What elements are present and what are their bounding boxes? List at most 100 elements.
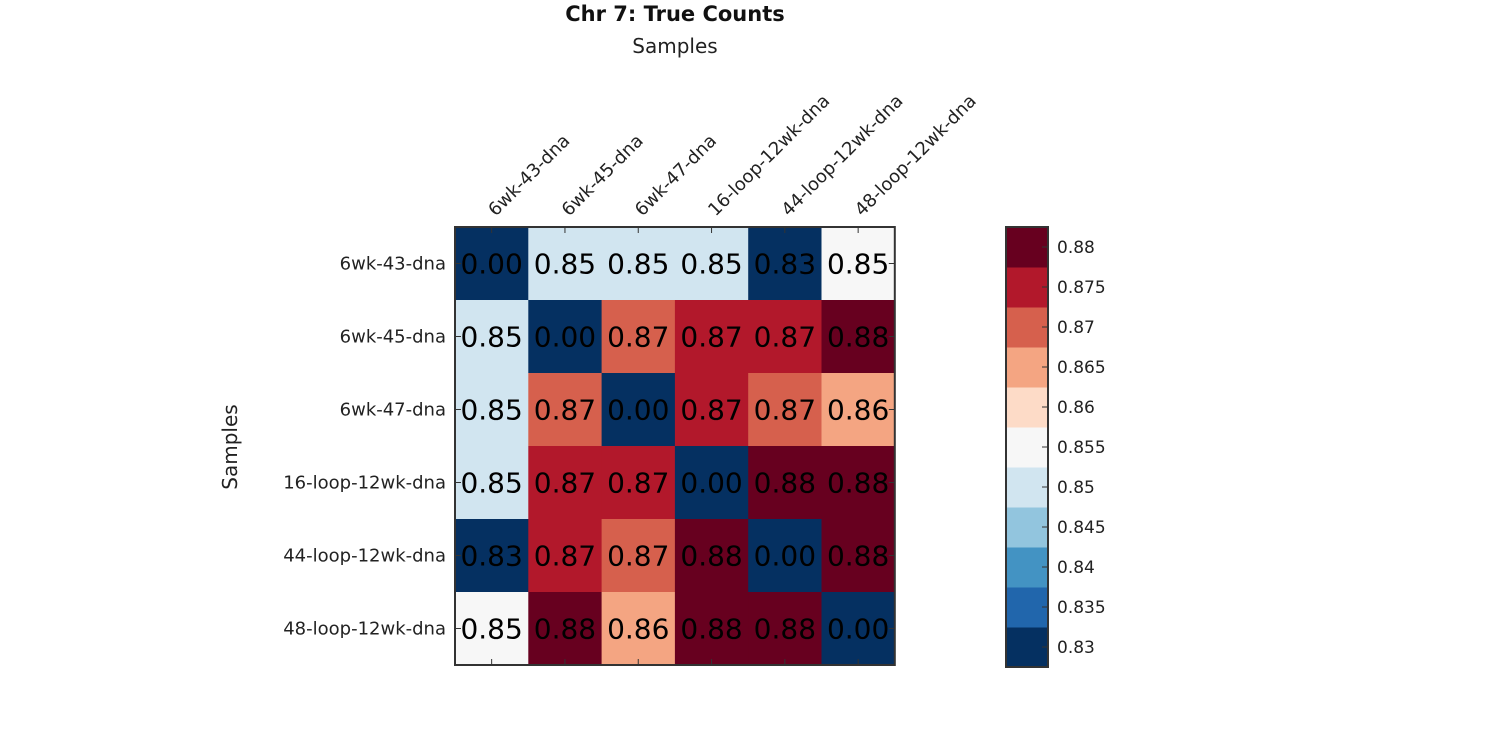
colorbar: 0.83 0.835 0.84 0.845 0.85 0.855 0.86 0.865 0.87… [1005, 226, 1106, 668]
heatmap-cell [528, 227, 603, 301]
colorbar-segment [1006, 587, 1048, 628]
heatmap-cell [601, 373, 676, 447]
heatmap-cell [748, 519, 823, 593]
heatmap-cell [674, 446, 749, 520]
cell-value-label: 0.86 [827, 394, 889, 427]
chart-title: Chr 7: True Counts [565, 2, 785, 26]
cell-value-label: 0.87 [607, 467, 669, 500]
cell-value-label: 0.88 [827, 540, 889, 573]
cell-value-label: 0.00 [534, 321, 596, 354]
heatmap-cell [528, 446, 603, 520]
heatmap-cell [601, 300, 676, 374]
cell-value-label: 0.88 [754, 467, 816, 500]
heatmap-cell [455, 227, 529, 301]
colorbar-segment [1006, 427, 1048, 468]
cell-value-label: 0.87 [607, 540, 669, 573]
cell-value-label: 0.00 [680, 467, 742, 500]
cell-value-label: 0.88 [754, 613, 816, 646]
colorbar-tick-label: 0.85 [1057, 478, 1095, 498]
cell-value-label: 0.87 [534, 540, 596, 573]
heatmap-cell [674, 519, 749, 593]
heatmap-cell [674, 373, 749, 447]
heatmap-cell [821, 300, 896, 374]
colorbar-tick-label: 0.835 [1057, 598, 1106, 618]
cell-value-label: 0.87 [754, 321, 816, 354]
heatmap-cell [601, 592, 676, 666]
cell-value-label: 0.88 [534, 613, 596, 646]
cell-value-label: 0.87 [534, 394, 596, 427]
colorbar-segment [1006, 227, 1048, 268]
cell-value-label: 0.83 [754, 248, 816, 281]
heatmap-cell [455, 519, 529, 593]
heatmap-cell [821, 373, 896, 447]
heatmap-cell [601, 227, 676, 301]
cell-value-label: 0.88 [827, 321, 889, 354]
heatmap-cell [455, 446, 529, 520]
cell-value-label: 0.85 [534, 248, 596, 281]
heatmap-cell-labels: 0.00 0.85 0.85 0.85 0.83 0.85 0.85 0.00 0.87 0.87… [460, 248, 889, 646]
heatmap-cell [528, 519, 603, 593]
colorbar-segment [1006, 467, 1048, 508]
colorbar-segment [1006, 267, 1048, 308]
colorbar-tick-label: 0.87 [1057, 318, 1095, 338]
cell-value-label: 0.86 [607, 613, 669, 646]
cell-value-label: 0.85 [680, 248, 742, 281]
heatmap-cell [528, 300, 603, 374]
y-tick-label: 48-loop-12wk-dna [283, 619, 446, 640]
cell-value-label: 0.88 [827, 467, 889, 500]
colorbar-tick-label: 0.875 [1057, 278, 1106, 298]
colorbar-segment [1006, 627, 1048, 668]
cell-value-label: 0.00 [607, 394, 669, 427]
cell-value-label: 0.87 [534, 467, 596, 500]
x-tick-label: 48-loop-12wk-dna [851, 91, 981, 221]
heatmap-cell [528, 592, 603, 666]
heatmap-cell [455, 592, 529, 666]
cell-value-label: 0.85 [460, 394, 522, 427]
y-tick-label: 6wk-45-dna [340, 327, 446, 348]
colorbar-segment [1006, 507, 1048, 548]
colorbar-segment [1006, 347, 1048, 388]
heatmap-cell [748, 446, 823, 520]
heatmap-cell [748, 592, 823, 666]
cell-value-label: 0.87 [680, 394, 742, 427]
cell-value-label: 0.00 [460, 248, 522, 281]
colorbar-segment [1006, 547, 1048, 588]
x-axis-title: Samples [632, 34, 717, 58]
cell-value-label: 0.85 [460, 613, 522, 646]
cell-value-label: 0.85 [827, 248, 889, 281]
heatmap-cell [748, 300, 823, 374]
cell-value-label: 0.88 [680, 540, 742, 573]
colorbar-tick-label: 0.88 [1057, 238, 1095, 258]
heatmap-cell [601, 519, 676, 593]
y-tick-label: 44-loop-12wk-dna [283, 546, 446, 567]
heatmap-cell [748, 373, 823, 447]
cell-value-label: 0.87 [607, 321, 669, 354]
heatmap-cells [455, 227, 896, 666]
cell-value-label: 0.00 [827, 613, 889, 646]
heatmap-cell [674, 227, 749, 301]
y-tick-label: 6wk-47-dna [340, 400, 446, 421]
heatmap-cell [821, 592, 896, 666]
cell-value-label: 0.88 [680, 613, 742, 646]
x-tick-label: 16-loop-12wk-dna [704, 91, 834, 221]
colorbar-tick-label: 0.86 [1057, 398, 1095, 418]
heatmap-cell [748, 227, 823, 301]
heatmap-cell [455, 300, 529, 374]
heatmap-cell [601, 446, 676, 520]
x-tick-label: 44-loop-12wk-dna [778, 91, 908, 221]
heatmap-cell [821, 227, 896, 301]
y-tick-label: 16-loop-12wk-dna [283, 473, 446, 494]
plot-frame [454, 226, 896, 666]
colorbar-tick-label: 0.83 [1057, 638, 1095, 658]
y-tick-label: 6wk-43-dna [340, 254, 446, 275]
y-axis-ticks: 6wk-43-dna 6wk-45-dna 6wk-47-dna 16-loop-12… [283, 254, 895, 640]
heatmap-cell [821, 446, 896, 520]
cell-value-label: 0.87 [680, 321, 742, 354]
cell-value-label: 0.85 [460, 467, 522, 500]
colorbar-tick-label: 0.845 [1057, 518, 1106, 538]
heatmap-cell [821, 519, 896, 593]
colorbar-segment [1006, 307, 1048, 348]
cell-value-label: 0.83 [460, 540, 522, 573]
heatmap-cell [528, 373, 603, 447]
